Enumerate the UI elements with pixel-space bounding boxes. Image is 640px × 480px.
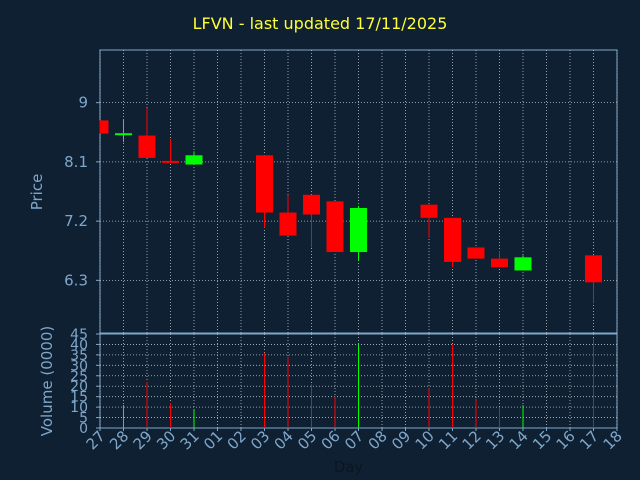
x-tick-label: 30 (153, 427, 179, 453)
x-tick-label: 01 (200, 427, 226, 453)
candle-body (491, 258, 508, 268)
x-axis-label: Day (334, 458, 364, 476)
candle-body (514, 257, 532, 271)
x-tick-label: 15 (529, 427, 555, 453)
volume-y-tick-label: 20 (70, 379, 88, 395)
x-tick-label: 10 (412, 427, 438, 453)
volume-y-tick-label: 35 (70, 348, 88, 364)
x-tick-label: 06 (318, 427, 344, 453)
volume-y-tick-label: 30 (70, 358, 88, 374)
candle-body (162, 160, 179, 163)
x-tick-label: 18 (600, 427, 626, 453)
x-tick-label: 05 (294, 427, 320, 453)
volume-y-tick-label: 10 (70, 400, 88, 416)
candle-body (585, 255, 602, 283)
price-y-tick-label: 8.1 (64, 153, 88, 171)
x-tick-label: 07 (341, 427, 367, 453)
volume-y-tick-label: 15 (70, 390, 88, 406)
volume-y-tick-label: 0 (79, 421, 88, 437)
x-tick-label: 14 (506, 427, 532, 453)
price-axis-label: Price (28, 174, 46, 211)
volume-y-tick-label: 25 (70, 369, 88, 385)
x-tick-label: 16 (553, 427, 579, 453)
candle-body (444, 217, 461, 262)
candle-body (256, 155, 273, 213)
x-tick-label: 17 (576, 427, 602, 453)
x-tick-label: 29 (130, 427, 156, 453)
volume-y-tick-label: 40 (70, 337, 88, 353)
x-tick-label: 11 (435, 427, 461, 453)
x-tick-label: 31 (177, 427, 203, 453)
x-tick-label: 09 (388, 427, 414, 453)
x-tick-label: 08 (365, 427, 391, 453)
candle-body (350, 207, 367, 253)
candle-body (100, 120, 109, 134)
volume-axis-label: Volume (0000) (38, 326, 56, 436)
candle-body (138, 135, 156, 158)
x-tick-label: 12 (459, 427, 485, 453)
candle-body (420, 204, 438, 218)
candle-body (326, 201, 344, 253)
chart-title: LFVN - last updated 17/11/2025 (192, 14, 448, 33)
candle-body (279, 212, 297, 236)
x-tick-label: 13 (482, 427, 508, 453)
candle-body (467, 247, 485, 259)
price-y-tick-label: 6.3 (64, 271, 88, 289)
price-y-tick-label: 9 (78, 94, 88, 112)
volume-y-tick-label: 45 (70, 327, 88, 343)
x-tick-label: 04 (271, 427, 297, 453)
volume-y-tick-label: 5 (79, 411, 88, 427)
candle-body (115, 133, 132, 136)
candle-body (303, 194, 320, 215)
candle-body (185, 155, 203, 165)
x-tick-label: 28 (106, 427, 132, 453)
price-y-tick-label: 7.2 (64, 212, 88, 230)
x-tick-label: 02 (224, 427, 250, 453)
x-tick-label: 03 (247, 427, 273, 453)
